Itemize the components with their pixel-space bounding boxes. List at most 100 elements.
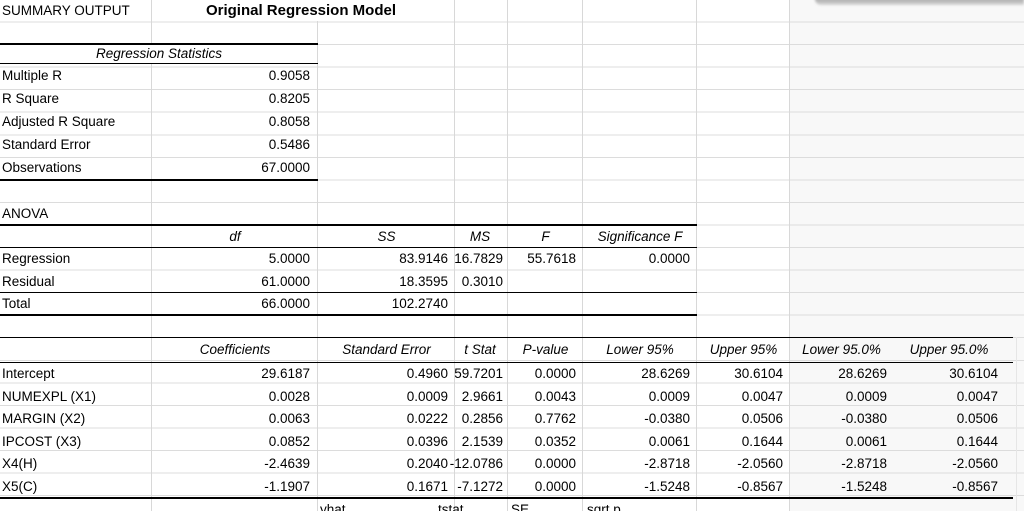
partial-label-yhat[interactable]: yhat (320, 501, 346, 511)
coef-cell[interactable]: 0.2040 (406, 456, 448, 471)
coef-header-coefficients[interactable]: Coefficients (199, 342, 271, 357)
coef-cell[interactable]: 30.6104 (734, 366, 783, 381)
coef-cell[interactable]: 0.0506 (956, 411, 998, 426)
coef-cell[interactable]: -0.0380 (644, 411, 690, 426)
coef-cell[interactable]: 0.0000 (534, 456, 576, 471)
coef-cell[interactable]: -12.0786 (449, 456, 503, 471)
coef-cell[interactable]: -2.8718 (644, 456, 690, 471)
coef-cell[interactable]: 0.2856 (461, 411, 503, 426)
anova-cell[interactable]: 0.0000 (648, 251, 690, 266)
coef-cell[interactable]: 0.0061 (845, 433, 887, 449)
anova-cell[interactable]: 61.0000 (261, 273, 310, 289)
coef-cell[interactable]: -2.8718 (841, 456, 887, 471)
coef-row-label[interactable]: NUMEXPL (X1) (2, 388, 97, 404)
coef-cell[interactable]: 0.1644 (956, 433, 998, 449)
coef-cell[interactable]: 28.6269 (641, 366, 690, 381)
coef-cell[interactable]: -1.5248 (841, 478, 887, 494)
coef-cell[interactable]: 0.4960 (406, 366, 448, 381)
coef-header-t-stat[interactable]: t Stat (464, 342, 496, 357)
coef-cell[interactable]: 0.0009 (406, 388, 448, 404)
coef-header-upper-95-0[interactable]: Upper 95.0% (909, 342, 989, 357)
anova-cell[interactable]: 5.0000 (268, 251, 310, 266)
coef-cell[interactable]: -1.1907 (264, 478, 310, 494)
coef-header-lower-95[interactable]: Lower 95% (606, 342, 674, 357)
anova-row-label[interactable]: Total (2, 296, 31, 311)
anova-cell[interactable]: 102.2740 (391, 296, 448, 311)
anova-cell[interactable]: 16.7829 (454, 251, 503, 266)
coef-cell[interactable]: 59.7201 (454, 366, 503, 381)
coef-cell[interactable]: 28.6269 (838, 366, 887, 381)
anova-cell[interactable]: 83.9146 (399, 251, 448, 266)
coef-row-label[interactable]: MARGIN (X2) (2, 411, 86, 426)
anova-cell[interactable]: 55.7618 (527, 251, 576, 266)
coef-cell[interactable]: 0.0009 (648, 388, 690, 404)
partial-label-se[interactable]: SE (511, 501, 530, 511)
anova-cell[interactable]: 0.3010 (461, 273, 503, 289)
coef-cell[interactable]: -7.1272 (457, 478, 503, 494)
coef-cell[interactable]: 0.0506 (741, 411, 783, 426)
coef-cell[interactable]: -2.4639 (264, 456, 310, 471)
coef-cell[interactable]: 0.1644 (741, 433, 783, 449)
coef-cell[interactable]: -2.0560 (737, 456, 783, 471)
coef-cell[interactable]: 0.0852 (268, 433, 310, 449)
stat-label-multiple-r[interactable]: Multiple R (2, 67, 63, 83)
model-title[interactable]: Original Regression Model (205, 2, 397, 19)
coef-cell[interactable]: 0.0063 (268, 411, 310, 426)
coef-cell[interactable]: 30.6104 (949, 366, 998, 381)
coef-cell[interactable]: 0.0000 (534, 366, 576, 381)
stat-value-observations[interactable]: 67.0000 (261, 160, 310, 176)
stat-value-multiple-r[interactable]: 0.9058 (268, 67, 310, 83)
coef-cell[interactable]: 0.0047 (741, 388, 783, 404)
anova-row-label[interactable]: Residual (2, 273, 55, 289)
coef-row-label[interactable]: X4(H) (2, 456, 38, 471)
coef-cell[interactable]: 0.0396 (406, 433, 448, 449)
coef-header-upper-95[interactable]: Upper 95% (709, 342, 778, 357)
regression-statistics-header[interactable]: Regression Statistics (95, 46, 223, 61)
coef-cell[interactable]: 29.6187 (261, 366, 310, 381)
coef-cell[interactable]: 0.1671 (406, 478, 448, 494)
anova-cell[interactable]: 18.3595 (399, 273, 448, 289)
partial-label-sqrt-p[interactable]: sqrt p (587, 501, 621, 511)
anova-label[interactable]: ANOVA (2, 205, 49, 221)
coef-cell[interactable]: 2.9661 (461, 388, 503, 404)
coef-cell[interactable]: 0.0061 (648, 433, 690, 449)
coef-cell[interactable]: 2.1539 (461, 433, 503, 449)
partial-label-tstat[interactable]: tstat (438, 501, 464, 511)
coef-cell[interactable]: -2.0560 (952, 456, 998, 471)
anova-row-label[interactable]: Regression (2, 251, 71, 266)
coef-cell[interactable]: -1.5248 (644, 478, 690, 494)
anova-header-ss[interactable]: SS (377, 229, 396, 244)
coef-cell[interactable]: -0.0380 (841, 411, 887, 426)
anova-cell[interactable]: 66.0000 (261, 296, 310, 311)
coef-cell[interactable]: -0.8567 (737, 478, 783, 494)
coef-cell[interactable]: 0.0028 (268, 388, 310, 404)
summary-output-label[interactable]: SUMMARY OUTPUT (2, 3, 130, 18)
coef-cell[interactable]: 0.0009 (845, 388, 887, 404)
stat-value-standard-error[interactable]: 0.5486 (268, 137, 310, 153)
coef-row-label[interactable]: IPCOST (X3) (2, 433, 82, 449)
anova-header-ms[interactable]: MS (469, 229, 491, 244)
coef-cell[interactable]: 0.0047 (956, 388, 998, 404)
coef-header-p-value[interactable]: P-value (522, 342, 569, 357)
coef-row-label[interactable]: X5(C) (2, 478, 38, 494)
coef-cell[interactable]: 0.7762 (534, 411, 576, 426)
coef-cell[interactable]: 0.0222 (406, 411, 448, 426)
stat-label-standard-error[interactable]: Standard Error (2, 137, 91, 153)
coef-cell[interactable]: -0.8567 (952, 478, 998, 494)
stat-value-adjusted-r-square[interactable]: 0.8058 (268, 113, 310, 129)
coef-cell[interactable]: 0.0000 (534, 478, 576, 494)
coef-row-label[interactable]: Intercept (2, 366, 55, 381)
anova-header-significance-f[interactable]: Significance F (597, 229, 683, 244)
stat-label-observations[interactable]: Observations (2, 160, 82, 176)
stat-value-r-square[interactable]: 0.8205 (268, 90, 310, 106)
coef-cell[interactable]: 0.0043 (534, 388, 576, 404)
coef-header-standard-error[interactable]: Standard Error (342, 342, 431, 357)
stat-label-adjusted-r-square[interactable]: Adjusted R Square (2, 113, 116, 129)
coef-header-lower-95-0[interactable]: Lower 95.0% (802, 342, 881, 357)
stat-label-r-square[interactable]: R Square (2, 90, 60, 106)
coef-cell[interactable]: 0.0352 (534, 433, 576, 449)
anova-header-df[interactable]: df (229, 229, 241, 244)
gridline-col-d (507, 0, 508, 511)
anova-header-f[interactable]: F (541, 229, 550, 244)
